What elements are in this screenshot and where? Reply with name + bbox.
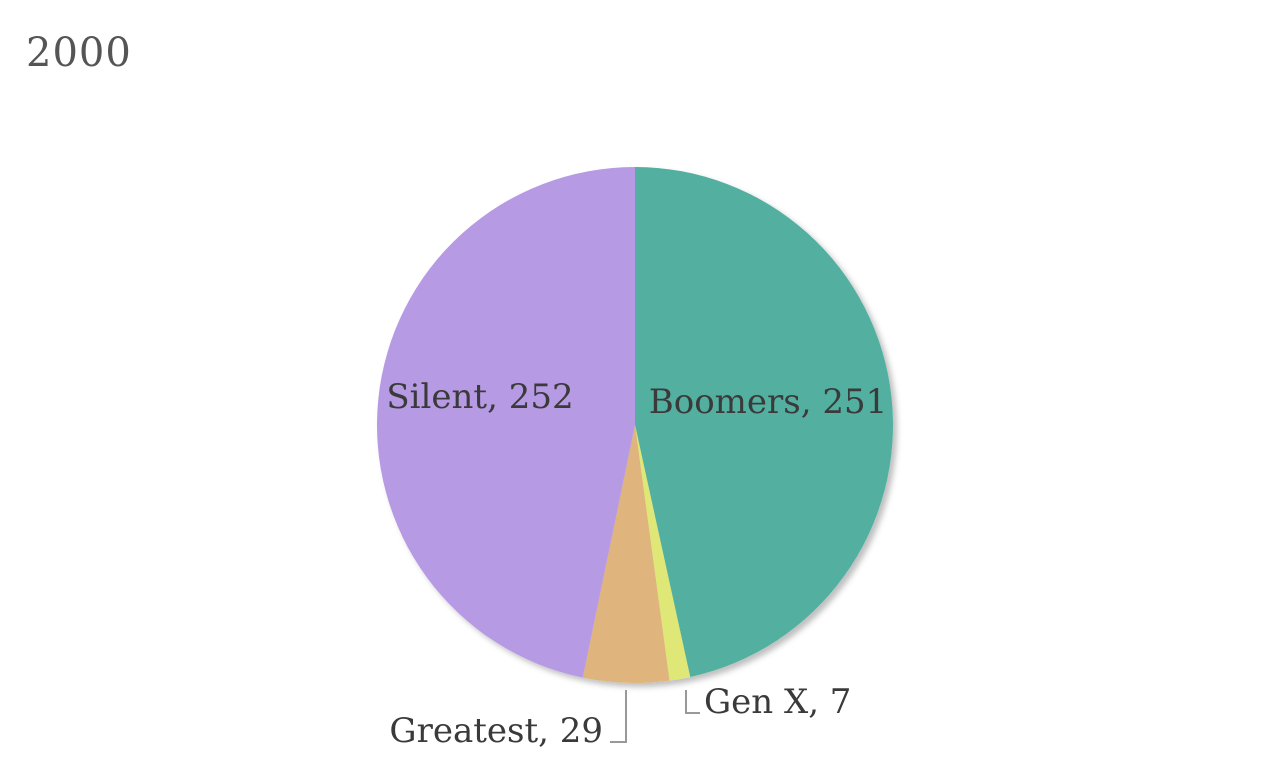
pie-slices xyxy=(377,167,893,683)
slice-silent xyxy=(377,167,635,678)
slice-label-boomers: Boomers, 251 xyxy=(649,382,888,422)
chart-title: 2000 xyxy=(26,30,132,76)
slice-label-greatest: Greatest, 29 xyxy=(389,711,603,751)
slice-label-gen-x: Gen X, 7 xyxy=(704,682,851,722)
leader-lines xyxy=(610,690,700,743)
slice-boomers xyxy=(635,167,893,678)
slice-greatest xyxy=(582,425,670,683)
leader-line-greatest xyxy=(610,690,627,743)
slice-gen-x xyxy=(635,425,691,681)
slice-labels: Boomers, 251 Gen X, 7 Greatest, 29 Silent, … xyxy=(386,377,887,751)
slice-label-silent: Silent, 252 xyxy=(386,377,573,417)
leader-line-gen-x xyxy=(685,690,700,714)
